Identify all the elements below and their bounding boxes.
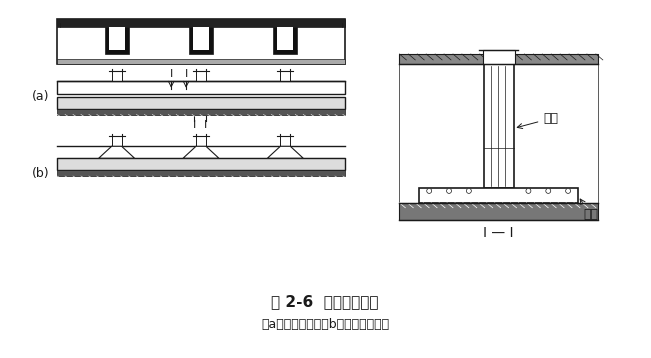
Bar [273, 27, 298, 54]
Bar [57, 108, 345, 115]
Bar [189, 27, 213, 54]
Text: 翼板: 翼板 [580, 199, 598, 221]
Bar [57, 19, 345, 27]
Polygon shape [99, 146, 135, 158]
Bar [400, 203, 598, 220]
Circle shape [546, 188, 551, 193]
Bar [112, 136, 122, 146]
Bar [112, 71, 122, 81]
Bar [400, 54, 598, 64]
Text: （a）等截面的；（b）柱位处加腋的: （a）等截面的；（b）柱位处加腋的 [261, 318, 389, 332]
Bar [57, 97, 345, 108]
Text: I: I [184, 69, 187, 79]
Bar [281, 136, 290, 146]
Text: 图 2-6  柱下条形基础: 图 2-6 柱下条形基础 [271, 295, 379, 310]
Text: I: I [204, 120, 207, 130]
Bar [483, 50, 514, 64]
Circle shape [566, 188, 570, 193]
Bar [196, 136, 206, 146]
Bar [57, 19, 345, 64]
Bar [419, 188, 578, 203]
Bar [57, 170, 345, 176]
Bar [281, 71, 290, 81]
Text: I: I [193, 120, 196, 130]
Text: 肋梁: 肋梁 [518, 112, 559, 129]
Text: (b): (b) [31, 166, 49, 180]
Bar [109, 27, 124, 50]
Bar [277, 27, 293, 50]
Polygon shape [183, 146, 219, 158]
Bar [57, 158, 345, 170]
Circle shape [526, 188, 531, 193]
Circle shape [426, 188, 432, 193]
Bar [105, 27, 128, 54]
Text: (a): (a) [31, 90, 49, 103]
Circle shape [466, 188, 471, 193]
Bar [196, 71, 206, 81]
Bar [57, 59, 345, 64]
Bar [57, 81, 345, 94]
Text: I: I [169, 69, 173, 79]
Circle shape [447, 188, 452, 193]
Text: I — I: I — I [484, 226, 514, 240]
Polygon shape [268, 146, 303, 158]
Bar [484, 64, 514, 188]
Bar [193, 27, 209, 50]
